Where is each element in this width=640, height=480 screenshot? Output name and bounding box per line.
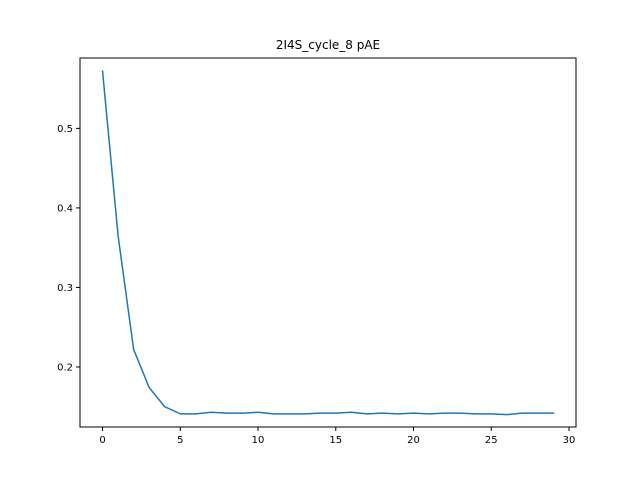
- x-tick-label: 15: [329, 435, 342, 446]
- x-tick-label: 10: [252, 435, 265, 446]
- series-line: [101, 70, 555, 416]
- y-tick-label: 0.4: [57, 203, 73, 214]
- x-tick-label: 5: [177, 435, 183, 446]
- series-layer: [101, 70, 555, 416]
- chart-title: 2I4S_cycle_8 pAE: [276, 38, 380, 52]
- y-tick-label: 0.5: [57, 124, 73, 135]
- y-axis: 0.2 0.3 0.4 0.5: [57, 124, 80, 373]
- y-tick-label: 0.3: [57, 283, 73, 294]
- plot-area: [79, 57, 577, 428]
- y-tick-label: 0.2: [57, 362, 73, 373]
- x-tick-label: 30: [563, 435, 576, 446]
- x-tick-label: 25: [485, 435, 498, 446]
- x-tick-label: 0: [99, 435, 105, 446]
- x-axis: 0 5 10 15 20 25 30: [99, 427, 575, 446]
- x-tick-label: 20: [407, 435, 420, 446]
